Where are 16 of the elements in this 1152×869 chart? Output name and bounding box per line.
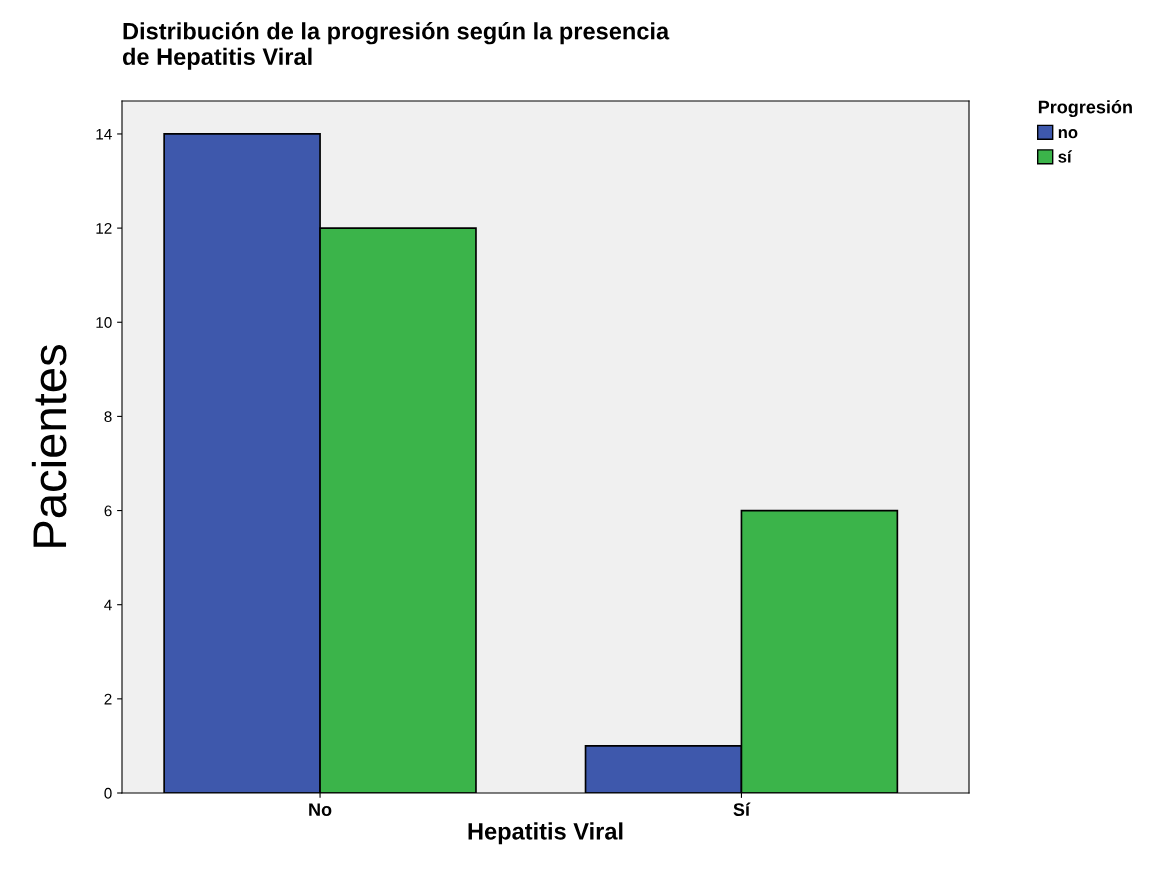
- x-tick-label: No: [309, 803, 332, 816]
- y-tick-label: 2: [104, 693, 112, 705]
- x-tick-label: Sí: [733, 802, 751, 816]
- y-tick-label: 6: [104, 505, 112, 517]
- y-tick-label: 12: [96, 222, 112, 234]
- legend-title: Progresión: [1038, 100, 1132, 118]
- legend-label: no: [1058, 129, 1078, 139]
- x-axis-title: Hepatitis Viral: [468, 822, 623, 845]
- y-tick-label: 8: [104, 411, 112, 423]
- y-tick-label: 10: [96, 317, 112, 328]
- legend-label: sí: [1058, 150, 1073, 163]
- chart-title: Distribución de la progresión según la presencia de Hepatitis Viral: [122, 22, 670, 70]
- y-tick-label: 0: [104, 787, 112, 799]
- y-axis-title: Pacientes: [31, 345, 67, 547]
- y-tick-label: 14: [96, 128, 112, 140]
- y-tick-label: 4: [104, 599, 112, 611]
